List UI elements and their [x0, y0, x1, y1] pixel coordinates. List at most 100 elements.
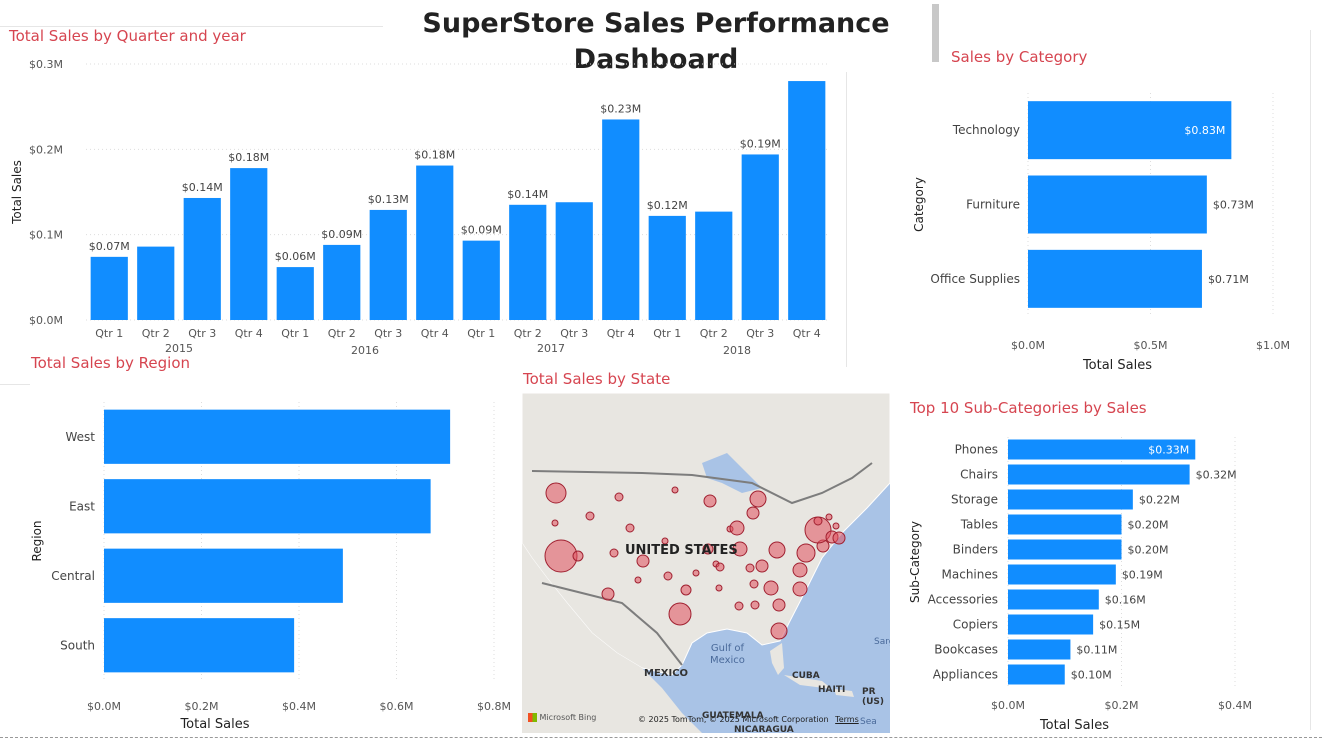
- state-bubble: [734, 601, 744, 611]
- land-cuba: [784, 675, 832, 689]
- state-sales-map[interactable]: UNITED STATES Gulf of Mexico MEXICO CUBA…: [522, 393, 890, 733]
- state-bubble: [832, 531, 846, 545]
- state-bubble: [585, 511, 595, 521]
- quarter-sales-chart: $0.0M $0.1M $0.2M $0.3M Total Sales $0.07M Qtr…: [10, 58, 830, 357]
- data-label: $0.10M: [1071, 669, 1112, 682]
- bar: [1008, 514, 1122, 535]
- state-bubble: [746, 506, 760, 520]
- bar: [183, 197, 221, 320]
- state-bubble: [832, 522, 840, 530]
- state-bubble: [750, 600, 760, 610]
- bar: [1008, 614, 1094, 635]
- data-label: $0.18M: [228, 151, 269, 164]
- x-tick-label: $0.6M: [380, 700, 414, 713]
- state-bubble: [545, 482, 567, 504]
- data-label: $0.07M: [89, 240, 130, 253]
- sarg-label: Sarg: [874, 637, 890, 647]
- divider: [0, 384, 30, 385]
- state-bubble: [572, 550, 584, 562]
- mexico-label: MEXICO: [644, 668, 689, 679]
- state-bubble: [680, 584, 692, 596]
- x-tick-label: $0.0M: [1011, 339, 1045, 352]
- state-bubble: [715, 584, 723, 592]
- state-bubble: [636, 554, 650, 568]
- x-tick-label: Qtr 1: [653, 327, 681, 340]
- region-sales-chart: $0.0M $0.2M $0.4M $0.6M $0.8M Total Sales Regi…: [30, 402, 511, 732]
- x-tick-label: Qtr 2: [328, 327, 356, 340]
- state-bubble: [671, 486, 679, 494]
- bar: [741, 154, 779, 320]
- category-label: Binders: [953, 543, 998, 557]
- bar: [462, 240, 500, 320]
- year-label: 2016: [351, 344, 379, 357]
- data-label: $0.14M: [182, 181, 223, 194]
- x-tick-label: $0.0M: [991, 699, 1025, 712]
- state-bubble: [813, 516, 823, 526]
- land-florida: [770, 643, 784, 675]
- bar: [648, 215, 686, 320]
- category-label: Appliances: [933, 668, 998, 682]
- category-label: Machines: [942, 568, 998, 582]
- x-tick-label: Qtr 3: [746, 327, 774, 340]
- provider-label: Microsoft Bing: [539, 713, 597, 722]
- state-bubble: [755, 559, 769, 573]
- terms-link[interactable]: Terms: [835, 715, 859, 724]
- x-tick-label: Qtr 3: [374, 327, 402, 340]
- category-label: Accessories: [928, 593, 998, 607]
- guatemala-label: GUATEMALA: [702, 711, 764, 721]
- state-bubble: [729, 520, 745, 536]
- state-bubble: [544, 539, 578, 573]
- border-mexico: [541, 582, 683, 666]
- bar: [104, 618, 295, 673]
- state-bubble: [663, 571, 673, 581]
- x-tick-label: Qtr 2: [514, 327, 542, 340]
- bar: [509, 204, 547, 320]
- state-bubble: [715, 562, 725, 572]
- bar: [602, 119, 640, 320]
- state-bubble: [703, 494, 717, 508]
- page-title: SuperStore Sales Performance Dashboard: [422, 8, 890, 75]
- x-tick-label: $0.4M: [1218, 699, 1252, 712]
- data-label: $0.11M: [1076, 644, 1117, 657]
- data-label: $0.20M: [1128, 544, 1169, 557]
- bar: [416, 165, 454, 320]
- data-label: $0.23M: [600, 102, 641, 115]
- category-label: Bookcases: [934, 643, 998, 657]
- map-canvas: [522, 393, 890, 733]
- pr-label: PR (US): [862, 687, 885, 707]
- scrollbar[interactable]: [932, 4, 939, 62]
- x-tick-label: Qtr 4: [421, 327, 449, 340]
- state-bubble: [551, 519, 559, 527]
- bar: [323, 244, 361, 320]
- bar: [230, 168, 268, 320]
- data-label: $0.14M: [507, 188, 548, 201]
- bing-logo: Microsoft Bing: [528, 713, 596, 722]
- bar: [1008, 589, 1099, 610]
- y-axis-title: Total Sales: [10, 160, 24, 225]
- x-axis-title: Total Sales: [1082, 358, 1152, 373]
- state-bubble: [792, 581, 808, 597]
- y-axis-title: Category: [912, 177, 926, 232]
- land-mexico: [522, 543, 702, 733]
- data-label: $0.33M: [1148, 444, 1189, 457]
- bar: [1008, 464, 1190, 485]
- x-tick-label: $0.2M: [185, 700, 219, 713]
- x-tick-label: Qtr 3: [188, 327, 216, 340]
- state-bubble: [763, 580, 779, 596]
- category-label: Copiers: [953, 618, 998, 632]
- bar: [369, 209, 407, 320]
- category-label: Office Supplies: [930, 272, 1020, 286]
- divider: [1310, 30, 1311, 730]
- data-label: $0.19M: [740, 137, 781, 150]
- data-label: $0.15M: [1099, 619, 1140, 632]
- x-tick-label: $1.0M: [1256, 339, 1290, 352]
- state-bubble: [825, 513, 833, 521]
- bar: [276, 267, 314, 320]
- y-axis-title: Sub-Category: [908, 521, 922, 603]
- category-label: Technology: [952, 123, 1020, 137]
- x-tick-label: $0.0M: [87, 700, 121, 713]
- category-label: South: [60, 638, 95, 652]
- data-label: $0.32M: [1196, 469, 1237, 482]
- x-tick-label: Qtr 1: [467, 327, 495, 340]
- land-north-america: [522, 393, 890, 676]
